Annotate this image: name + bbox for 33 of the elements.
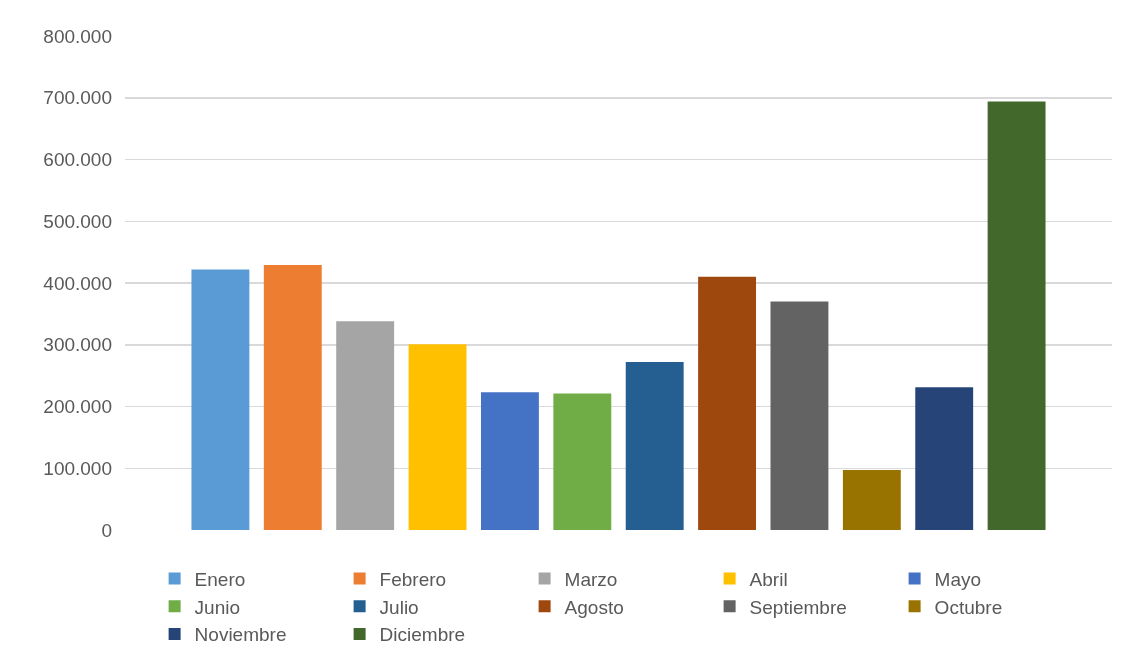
- legend-label: Marzo: [564, 568, 618, 590]
- legend-label: Abril: [749, 568, 788, 590]
- y-tick-label: 0: [101, 519, 112, 541]
- y-tick-label: 600.000: [43, 149, 112, 171]
- bar: [698, 276, 757, 530]
- y-tick-label: 200.000: [43, 396, 112, 418]
- bar: [842, 470, 901, 530]
- bar: [987, 101, 1046, 530]
- legend-label: Junio: [194, 596, 241, 618]
- bar: [915, 387, 974, 530]
- y-tick-label: 400.000: [43, 272, 112, 294]
- legend-label: Febrero: [379, 568, 447, 590]
- bar: [625, 362, 684, 530]
- legend-label: Mayo: [934, 568, 982, 590]
- y-tick-label: 800.000: [43, 25, 112, 47]
- legend-label: Septiembre: [749, 596, 847, 618]
- bar: [408, 344, 467, 530]
- legend-label: Enero: [194, 568, 246, 590]
- bar: [770, 301, 829, 530]
- legend-label: Octubre: [934, 596, 1003, 618]
- y-tick-label: 100.000: [43, 457, 112, 479]
- legend-label: Julio: [379, 596, 419, 618]
- bar: [191, 269, 250, 530]
- bar: [263, 265, 322, 530]
- legend-label: Noviembre: [194, 624, 287, 646]
- bar: [336, 321, 395, 530]
- y-tick-label: 300.000: [43, 334, 112, 356]
- legend-label: Diciembre: [379, 624, 466, 646]
- legend-label: Agosto: [564, 596, 624, 618]
- bar: [480, 392, 539, 530]
- y-tick-label: 500.000: [43, 210, 112, 232]
- bar: [553, 393, 612, 530]
- y-tick-label: 700.000: [43, 87, 112, 109]
